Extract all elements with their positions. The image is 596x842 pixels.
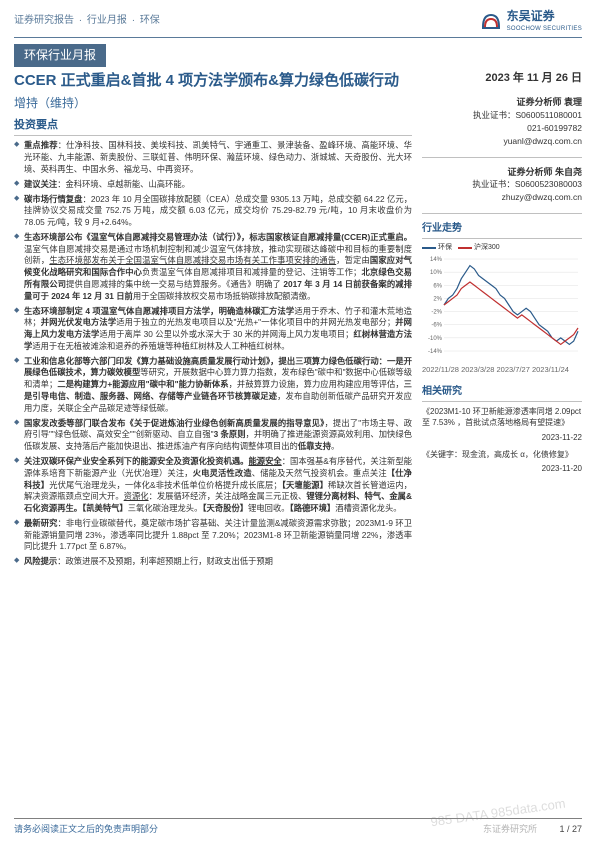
keypoint-item: 重点推荐：仕净科技、国林科技、美埃科技、凯美特气、宇通重工、景津装备、盈峰环境、… xyxy=(14,140,412,175)
footer-divider xyxy=(14,818,582,819)
report-date: 2023 年 11 月 26 日 xyxy=(422,71,582,86)
breadcrumb-sep: · xyxy=(79,15,82,26)
keypoint-item: 最新研究：非电行业碳碳替代，奠定碳市场扩容基础、关注计量监测&减碳资源需求弥散；… xyxy=(14,518,412,553)
legend-label-1: 环保 xyxy=(438,243,452,253)
chart-legend: 环保 沪深300 xyxy=(422,243,582,253)
analyst: 证券分析师 袁理执业证书：S0600511080001021-60199782y… xyxy=(422,96,582,157)
brand-name-en: SOOCHOW SECURITIES xyxy=(507,25,582,33)
svg-text:14%: 14% xyxy=(430,257,443,263)
research-list: 《2023M1-10 环卫新能源渗透率同增 2.09pct 至 7.53% ，首… xyxy=(422,406,582,474)
sidebar: 2023 年 11 月 26 日 证券分析师 袁理执业证书：S060051108… xyxy=(422,71,582,571)
footer: 请务必阅读正文之后的免责声明部分 东证券研究所 1 / 27 xyxy=(0,823,596,836)
keypoint-item: 生态环境部公布《温室气体自愿减排交易管理办法（试行）》，标志国家核证自愿减排量(… xyxy=(14,232,412,303)
section-bar: 环保行业月报 xyxy=(14,44,106,67)
breadcrumb-sep: · xyxy=(132,15,135,26)
keypoint-item: 生态环境部制定 4 项温室气体自愿减排项目方法学，明确造林碳汇方法学适用于乔木、… xyxy=(14,306,412,353)
brand-name-cn: 东吴证券 xyxy=(507,8,582,25)
keypoint-item: 关注双碳环保产业安全系列下的能源安全及资源化投资机遇。能源安全：国本强基&有序替… xyxy=(14,456,412,515)
svg-text:10%: 10% xyxy=(430,270,443,276)
keypoint-item: 建议关注：金科环境、卓越新能、山高环能。 xyxy=(14,179,412,191)
research-title: 相关研究 xyxy=(422,385,582,402)
svg-text:-10%: -10% xyxy=(428,336,443,342)
svg-text:-14%: -14% xyxy=(428,349,443,355)
keypoints-heading: 投资要点 xyxy=(14,118,412,136)
svg-text:-2%: -2% xyxy=(431,309,442,315)
analyst-line: 执业证书：S0600511080001 xyxy=(422,110,582,122)
analyst-name: 证券分析师 朱自尧 xyxy=(422,166,582,179)
report-title: CCER 正式重启&首批 4 项方法学颁布&算力绿色低碳行动 xyxy=(14,71,412,91)
header: 证券研究报告 · 行业月报 · 环保 东吴证券 SOOCHOW SECURITI… xyxy=(0,0,596,37)
analyst: 证券分析师 朱自尧执业证书：S0600523080003zhuzy@dwzq.c… xyxy=(422,166,582,214)
breadcrumb-part: 行业月报 xyxy=(87,15,127,26)
analyst-line: 021-60199782 xyxy=(422,123,582,135)
research-item: 《关键字：现金流，高成长 α，化债修复》 xyxy=(422,449,582,460)
footer-disclaimer: 请务必阅读正文之后的免责声明部分 xyxy=(14,823,158,836)
analysts-block: 证券分析师 袁理执业证书：S0600511080001021-60199782y… xyxy=(422,96,582,214)
brand-block: 东吴证券 SOOCHOW SECURITIES xyxy=(479,8,582,33)
svg-text:6%: 6% xyxy=(433,283,442,289)
breadcrumb-part: 环保 xyxy=(140,15,160,26)
trend-title: 行业走势 xyxy=(422,222,582,239)
rating: 增持（维持） xyxy=(14,95,412,112)
analyst-name: 证券分析师 袁理 xyxy=(422,96,582,109)
keypoint-item: 碳市场行情复盘：2023 年 10 月全国碳排放配额（CEA）总成交量 9305… xyxy=(14,194,412,229)
chart-x-labels: 2022/11/28 2023/3/28 2023/7/27 2023/11/2… xyxy=(422,365,582,376)
breadcrumb-part: 证券研究报告 xyxy=(14,15,74,26)
legend-label-2: 沪深300 xyxy=(474,243,500,253)
analyst-line: yuanl@dwzq.com.cn xyxy=(422,136,582,148)
keypoints-list: 重点推荐：仕净科技、国林科技、美埃科技、凯美特气、宇通重工、景津装备、盈峰环境、… xyxy=(14,140,412,568)
page-number: 1 / 27 xyxy=(559,824,582,834)
breadcrumb: 证券研究报告 · 行业月报 · 环保 xyxy=(14,14,160,28)
footer-source: 东证券研究所 xyxy=(483,824,537,834)
keypoint-item: 风险提示：政策进展不及预期，利率超预期上行，财政支出低于预期 xyxy=(14,556,412,568)
keypoint-item: 工业和信息化部等六部门印发《算力基础设施高质量发展行动计划》，提出三项算力绿色低… xyxy=(14,356,412,415)
brand-logo-icon xyxy=(479,9,503,33)
svg-text:-6%: -6% xyxy=(431,323,442,329)
analyst-line: zhuzy@dwzq.com.cn xyxy=(422,192,582,204)
main-column: CCER 正式重启&首批 4 项方法学颁布&算力绿色低碳行动 增持（维持） 投资… xyxy=(14,71,412,571)
analyst-line: 执业证书：S0600523080003 xyxy=(422,179,582,191)
research-date: 2023-11-20 xyxy=(422,463,582,474)
svg-text:2%: 2% xyxy=(433,296,442,302)
research-item: 《2023M1-10 环卫新能源渗透率同增 2.09pct 至 7.53% ，首… xyxy=(422,406,582,428)
keypoint-item: 国家发改委等部门联合发布《关于促进炼油行业绿色创新高质量发展的指导意见》，提出了… xyxy=(14,418,412,453)
header-divider xyxy=(14,37,582,38)
research-date: 2023-11-22 xyxy=(422,432,582,443)
trend-chart: 14% 10% 6% 2% -2% -6% -10% -14% xyxy=(422,255,582,355)
